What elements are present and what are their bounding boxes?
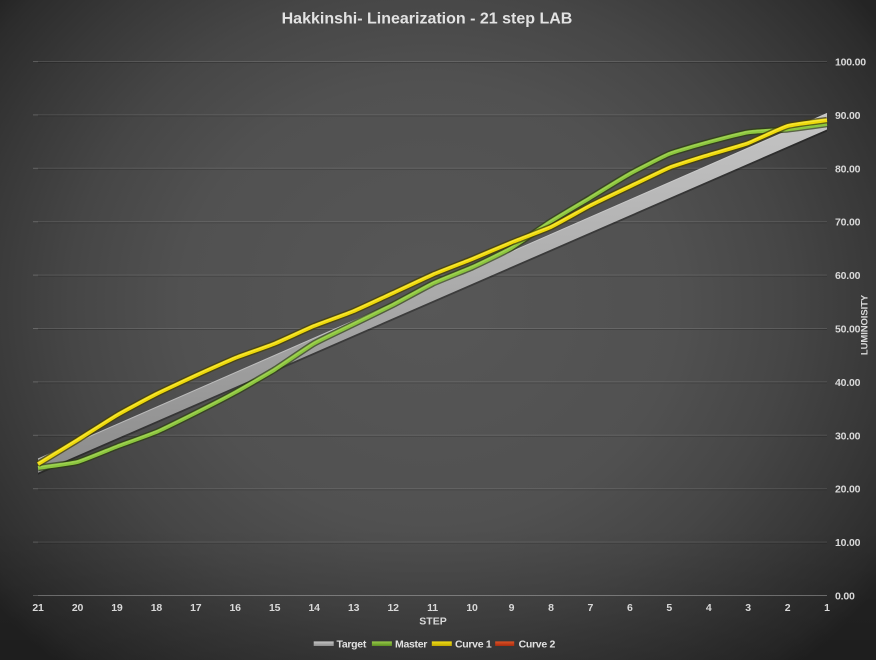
svg-text:3: 3 (745, 602, 751, 614)
svg-text:Hakkinshi- Linearization - 21: Hakkinshi- Linearization - 21 step LAB (282, 11, 573, 28)
svg-text:9: 9 (509, 602, 515, 614)
svg-text:6: 6 (627, 602, 633, 614)
svg-text:Master: Master (395, 639, 427, 651)
svg-text:20: 20 (72, 602, 84, 614)
svg-text:70.00: 70.00 (835, 217, 861, 229)
svg-text:Curve 1: Curve 1 (455, 639, 492, 651)
svg-text:STEP: STEP (419, 616, 446, 628)
svg-text:Curve 2: Curve 2 (519, 639, 556, 651)
svg-text:14: 14 (309, 602, 321, 614)
svg-text:30.00: 30.00 (835, 430, 861, 442)
svg-text:11: 11 (427, 602, 438, 614)
svg-text:10.00: 10.00 (835, 537, 861, 549)
svg-text:2: 2 (785, 602, 791, 614)
svg-text:21: 21 (32, 602, 44, 614)
svg-text:12: 12 (387, 602, 399, 614)
svg-text:17: 17 (190, 602, 202, 614)
svg-text:80.00: 80.00 (835, 163, 861, 175)
svg-text:40.00: 40.00 (835, 377, 861, 389)
svg-text:0.00: 0.00 (835, 591, 855, 603)
svg-text:15: 15 (269, 602, 281, 614)
svg-text:13: 13 (348, 602, 360, 614)
svg-text:16: 16 (230, 602, 242, 614)
svg-text:50.00: 50.00 (835, 324, 861, 336)
svg-text:Target: Target (337, 639, 367, 651)
svg-text:LUMINOISITY: LUMINOISITY (860, 294, 871, 355)
svg-text:4: 4 (706, 602, 712, 614)
svg-text:100.00: 100.00 (835, 57, 866, 69)
svg-text:8: 8 (548, 602, 554, 614)
svg-text:7: 7 (587, 602, 593, 614)
svg-text:5: 5 (666, 602, 672, 614)
svg-text:18: 18 (151, 602, 163, 614)
svg-text:19: 19 (111, 602, 123, 614)
svg-text:10: 10 (466, 602, 478, 614)
svg-text:1: 1 (824, 602, 830, 614)
svg-text:90.00: 90.00 (835, 110, 861, 122)
svg-text:60.00: 60.00 (835, 270, 861, 282)
svg-text:20.00: 20.00 (835, 484, 861, 496)
